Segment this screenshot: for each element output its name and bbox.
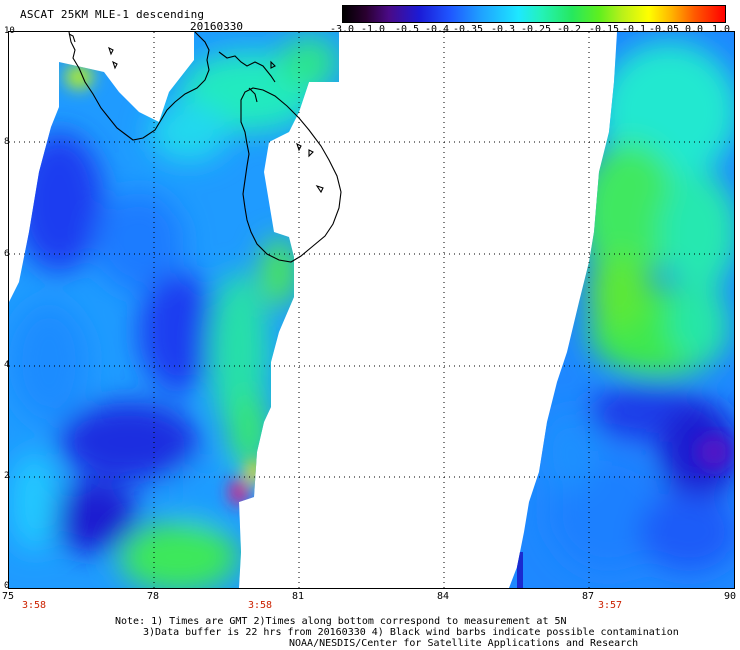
coastline <box>68 32 342 263</box>
footnote-credit: NOAA/NESDIS/Center for Satellite Applica… <box>289 638 639 649</box>
product-date: 20160330 <box>190 20 243 33</box>
graticule <box>9 32 734 588</box>
colorbar-tick: -0.3 <box>490 24 516 35</box>
lon-tick: 84 <box>436 591 450 602</box>
lat-tick: 8 <box>4 137 10 147</box>
colorbar-tick: -0.4 <box>424 24 450 35</box>
colorbar-tick: -0.5 <box>394 24 420 35</box>
colorbar-tick: -1.0 <box>360 24 386 35</box>
colorbar-tick: -0.15 <box>588 24 620 35</box>
pass-time: 3:58 <box>21 600 47 611</box>
footnote-line-2: 3)Data buffer is 22 hrs from 20160330 4)… <box>143 627 679 638</box>
colorbar-tick: -3.0 <box>329 24 355 35</box>
colorbar-tick: 1.0 <box>711 24 731 35</box>
swath-west <box>9 32 339 588</box>
lon-tick: 75 <box>1 591 15 602</box>
lon-tick: 90 <box>723 591 737 602</box>
lat-tick: 10 <box>4 26 15 36</box>
lon-tick: 87 <box>581 591 595 602</box>
colorbar-tick: -0.05 <box>648 24 680 35</box>
colorbar-tick: 0.0 <box>684 24 704 35</box>
pass-time: 3:57 <box>597 600 623 611</box>
colorbar-tick: -0.1 <box>621 24 647 35</box>
footnote-line-1: Note: 1) Times are GMT 2)Times along bot… <box>115 616 567 627</box>
lat-tick: 6 <box>4 249 10 259</box>
colorbar-tick: -0.2 <box>556 24 582 35</box>
lon-tick: 81 <box>291 591 305 602</box>
colorbar <box>342 5 726 23</box>
coastline-sri-lanka <box>240 87 342 263</box>
lon-tick: 78 <box>146 591 160 602</box>
wind-map <box>8 31 735 589</box>
lat-tick: 4 <box>4 360 10 370</box>
pass-time: 3:58 <box>247 600 273 611</box>
swath-east <box>509 32 734 588</box>
lat-tick: 2 <box>4 471 10 481</box>
product-title: ASCAT 25KM MLE-1 descending <box>20 8 205 21</box>
lat-tick: 0 <box>4 581 10 591</box>
colorbar-tick: -0.25 <box>520 24 552 35</box>
coastline-india <box>68 32 210 141</box>
wind-map-canvas <box>9 32 734 588</box>
colorbar-tick: -0.35 <box>452 24 484 35</box>
